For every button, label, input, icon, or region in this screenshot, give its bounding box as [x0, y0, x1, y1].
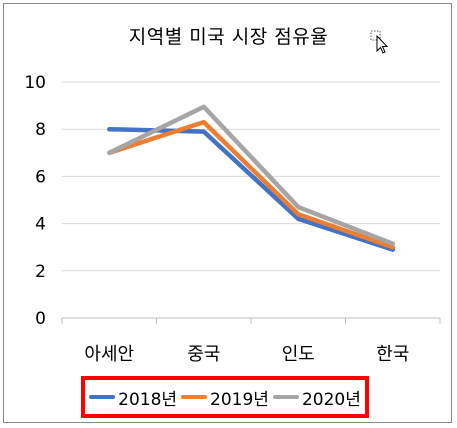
- x-tick-label: 인도: [282, 344, 315, 365]
- legend-swatch-2019: [181, 395, 208, 399]
- legend-item-2019: 2019년: [181, 385, 269, 410]
- series-line-2019년: [107, 119, 396, 250]
- mouse-pointer-icon: [370, 30, 389, 54]
- chart-title: 지역별 미국 시장 점유율: [128, 26, 329, 48]
- series-line-2020년: [107, 104, 396, 246]
- y-tick-label: 6: [35, 167, 46, 187]
- y-tick-label: 8: [35, 120, 46, 140]
- chart-frame: [3, 3, 452, 423]
- y-tick-label: 10: [24, 73, 46, 93]
- legend-swatch-2020: [272, 395, 299, 399]
- y-tick-label: 2: [35, 262, 46, 282]
- chart-legend: 2018년 2019년 2020년: [81, 376, 369, 418]
- x-tick-label: 아세안: [84, 344, 134, 365]
- gridlines: [62, 81, 440, 319]
- legend-label-2019: 2019년: [210, 389, 269, 410]
- legend-item-2018: 2018년: [89, 385, 177, 410]
- legend-swatch-2018: [89, 395, 116, 399]
- series-lines: [107, 104, 396, 252]
- legend-label-2018: 2018년: [118, 389, 178, 410]
- legend-item-2020: 2020년: [272, 385, 361, 410]
- x-tick-label: 중국: [187, 344, 220, 365]
- y-tick-label: 0: [35, 309, 46, 329]
- y-tick-label: 4: [35, 215, 46, 235]
- x-tick-label: 한국: [376, 344, 409, 365]
- legend-label-2020: 2020년: [301, 389, 361, 410]
- axes: 0 2 4 6 8 10 아세안 중국 인도 한국: [24, 73, 441, 365]
